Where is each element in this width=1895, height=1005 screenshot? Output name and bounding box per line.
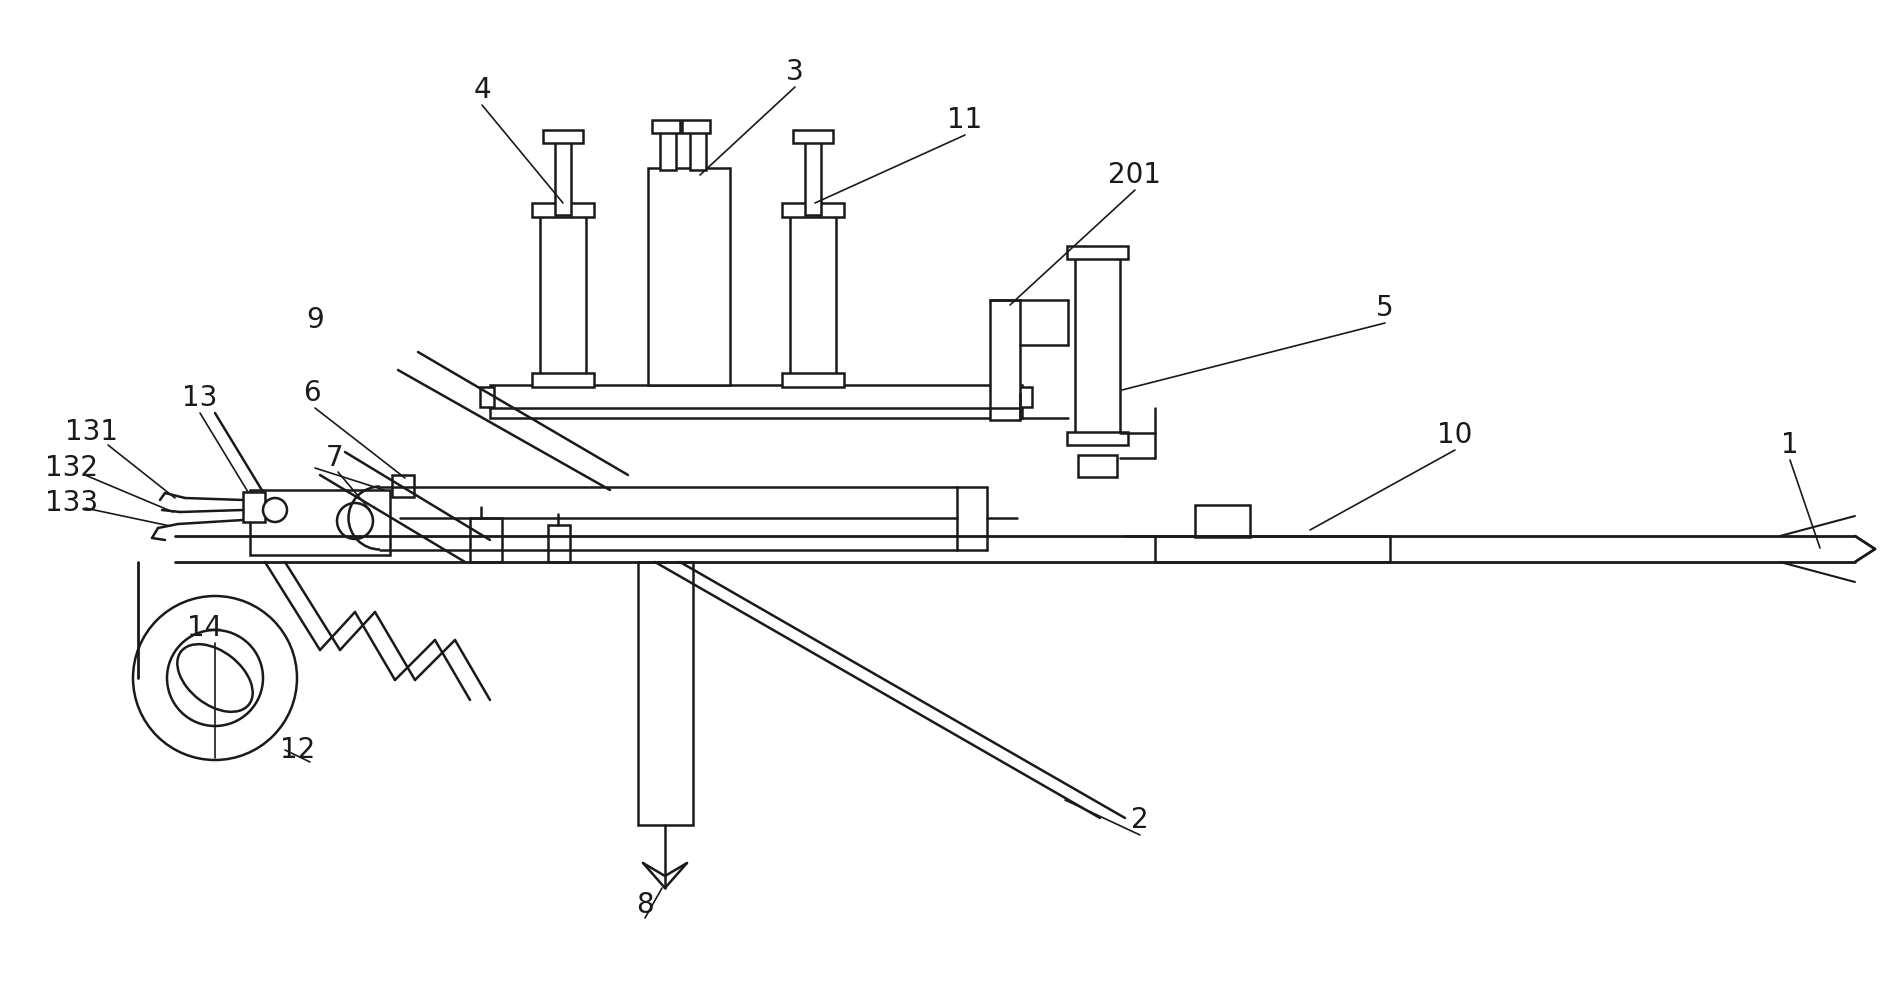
Text: 131: 131 bbox=[66, 418, 119, 446]
Text: 133: 133 bbox=[45, 489, 99, 517]
Bar bbox=[540, 215, 586, 385]
Bar bbox=[1067, 432, 1128, 445]
Text: 1: 1 bbox=[1781, 431, 1798, 459]
Bar bbox=[470, 518, 502, 562]
Text: 6: 6 bbox=[303, 379, 320, 407]
Text: 4: 4 bbox=[474, 76, 491, 104]
Text: 201: 201 bbox=[1109, 161, 1162, 189]
Bar bbox=[682, 120, 711, 133]
Bar bbox=[805, 140, 821, 215]
Bar bbox=[532, 373, 593, 387]
Text: 5: 5 bbox=[1376, 294, 1395, 322]
Text: 3: 3 bbox=[786, 58, 803, 86]
Bar bbox=[243, 492, 265, 522]
Bar bbox=[783, 373, 843, 387]
Bar bbox=[652, 120, 680, 133]
Circle shape bbox=[263, 498, 286, 522]
Circle shape bbox=[133, 596, 298, 760]
Text: 8: 8 bbox=[637, 891, 654, 919]
Bar bbox=[1196, 505, 1251, 537]
Bar bbox=[690, 130, 707, 170]
Bar bbox=[648, 168, 730, 385]
Text: 14: 14 bbox=[188, 614, 222, 642]
Bar bbox=[555, 140, 570, 215]
Text: 11: 11 bbox=[948, 106, 984, 134]
Bar bbox=[1074, 258, 1120, 433]
Bar bbox=[392, 475, 413, 497]
Bar bbox=[792, 130, 834, 143]
Text: 13: 13 bbox=[182, 384, 218, 412]
Bar bbox=[639, 562, 694, 825]
Bar bbox=[989, 300, 1020, 420]
Text: 12: 12 bbox=[280, 736, 316, 764]
Bar bbox=[548, 525, 570, 562]
Text: 2: 2 bbox=[1131, 806, 1148, 834]
Bar bbox=[790, 215, 836, 385]
Text: 9: 9 bbox=[307, 306, 324, 334]
Circle shape bbox=[337, 502, 373, 539]
Bar bbox=[491, 385, 1021, 418]
Text: 132: 132 bbox=[45, 454, 99, 482]
Circle shape bbox=[167, 630, 263, 726]
Bar bbox=[544, 130, 584, 143]
Bar bbox=[783, 203, 843, 217]
Bar bbox=[532, 203, 593, 217]
Bar bbox=[1018, 387, 1033, 407]
Text: 10: 10 bbox=[1436, 421, 1472, 449]
Bar bbox=[1067, 246, 1128, 259]
Bar bbox=[250, 490, 390, 555]
Text: 7: 7 bbox=[326, 444, 343, 472]
Bar bbox=[659, 130, 677, 170]
Bar bbox=[479, 387, 495, 407]
Bar bbox=[1078, 455, 1116, 477]
